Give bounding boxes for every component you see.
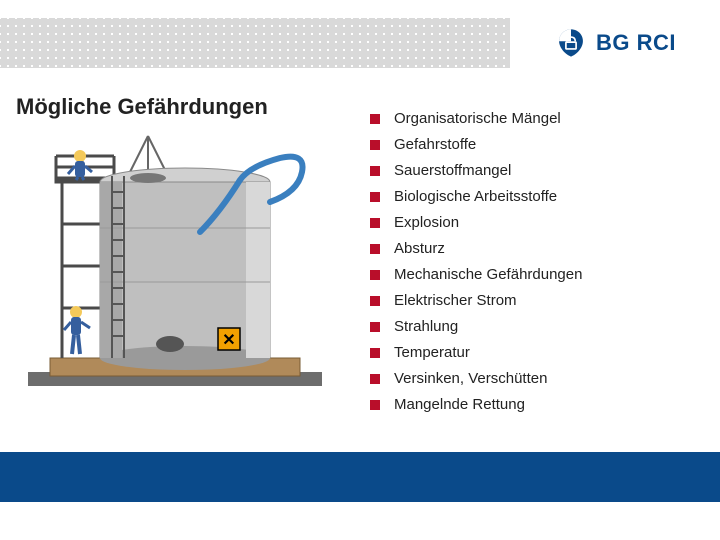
list-item: Mangelnde Rettung [370,394,700,415]
list-item: Absturz [370,238,700,259]
hazard-text: Versinken, Verschütten [394,368,547,389]
svg-text:✕: ✕ [222,332,235,349]
hazard-text: Strahlung [394,316,458,337]
bullet-icon [370,244,380,254]
list-item: Elektrischer Strom [370,290,700,311]
list-item: Explosion [370,212,700,233]
bullet-icon [370,270,380,280]
bullet-icon [370,322,380,332]
logo-text: BG RCI [596,30,676,56]
hazard-list: Organisatorische Mängel Gefahrstoffe Sau… [370,108,700,420]
bg-rci-logo-icon [554,26,588,60]
hazard-text: Elektrischer Strom [394,290,517,311]
hazard-text: Sauerstoffmangel [394,160,511,181]
hazard-text: Biologische Arbeitsstoffe [394,186,557,207]
list-item: Biologische Arbeitsstoffe [370,186,700,207]
bullet-icon [370,400,380,410]
bullet-icon [370,114,380,124]
header-band: BG RCI [0,18,720,68]
list-item: Strahlung [370,316,700,337]
bullet-icon [370,192,380,202]
hazard-text: Explosion [394,212,459,233]
bullet-icon [370,296,380,306]
bullet-icon [370,140,380,150]
bullet-icon [370,374,380,384]
hazard-text: Gefahrstoffe [394,134,476,155]
list-item: Versinken, Verschütten [370,368,700,389]
hazard-text: Mechanische Gefährdungen [394,264,582,285]
bullet-icon [370,166,380,176]
list-item: Sauerstoffmangel [370,160,700,181]
logo-area: BG RCI [510,18,720,68]
list-item: Organisatorische Mängel [370,108,700,129]
hazard-text: Absturz [394,238,445,259]
bullet-icon [370,348,380,358]
list-item: Mechanische Gefährdungen [370,264,700,285]
list-item: Temperatur [370,342,700,363]
list-item: Gefahrstoffe [370,134,700,155]
hazard-text: Temperatur [394,342,470,363]
footer-band [0,452,720,502]
page-title: Mögliche Gefährdungen [16,94,268,120]
tank-illustration: ✕ [20,132,330,392]
hazard-text: Mangelnde Rettung [394,394,525,415]
bullet-icon [370,218,380,228]
dot-pattern [0,18,510,68]
hazard-text: Organisatorische Mängel [394,108,561,129]
